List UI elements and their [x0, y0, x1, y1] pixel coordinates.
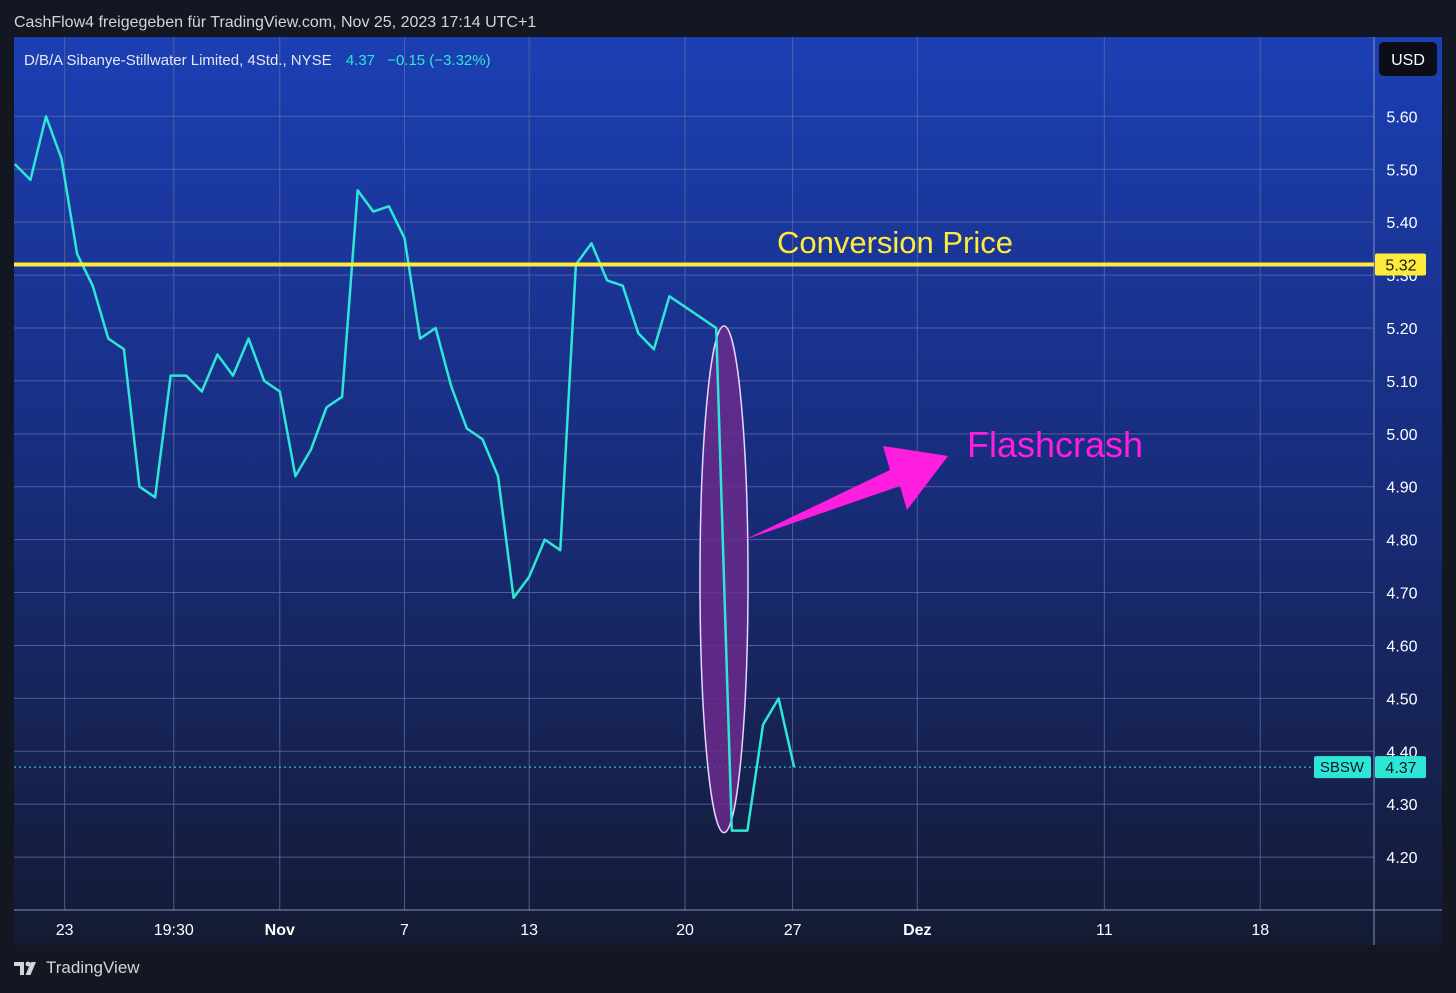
price-tick-label: 4.90 — [1386, 480, 1417, 497]
flashcrash-label: Flashcrash — [967, 424, 1143, 465]
currency-button[interactable]: USD — [1379, 42, 1437, 76]
time-tick-label: 18 — [1251, 922, 1269, 939]
time-tick-label: 20 — [676, 922, 694, 939]
price-tick-label: 5.20 — [1386, 321, 1417, 338]
price-tick-label: 4.30 — [1386, 797, 1417, 814]
price-tick-label: 5.40 — [1386, 215, 1417, 232]
time-tick-label: 7 — [400, 922, 409, 939]
conversion-price-label: Conversion Price — [777, 225, 1013, 260]
time-tick-label: Dez — [903, 922, 931, 939]
price-axis: 5.605.505.405.305.205.105.004.904.804.70… — [1386, 109, 1417, 867]
time-tick-label: 27 — [784, 922, 802, 939]
time-tick-label: Nov — [265, 922, 295, 939]
price-tick-label: 4.60 — [1386, 638, 1417, 655]
tradingview-brand: TradingView — [46, 958, 140, 977]
time-tick-label: 19:30 — [154, 922, 194, 939]
price-tick-label: 4.80 — [1386, 533, 1417, 550]
conversion-price-axis-value: 5.32 — [1385, 258, 1416, 275]
legend: D/B/A Sibanye-Stillwater Limited, 4Std.,… — [24, 52, 491, 69]
legend-change: −0.15 (−3.32%) — [387, 52, 490, 69]
last-price-axis-value: 4.37 — [1385, 760, 1416, 777]
time-axis: 23 19:30 Nov 7 13 20 27 Dez 11 18 — [56, 922, 1269, 939]
ticker-badge: SBSW — [1320, 759, 1365, 776]
time-tick-label: 23 — [56, 922, 74, 939]
legend-last-price: 4.37 — [346, 52, 375, 69]
legend-symbol: D/B/A Sibanye-Stillwater Limited, 4Std.,… — [24, 52, 332, 69]
tradingview-logo-icon — [14, 961, 36, 975]
grid-lines — [14, 37, 1374, 910]
last-price-axis-label: SBSW 4.37 — [1314, 756, 1426, 779]
price-tick-label: 5.10 — [1386, 374, 1417, 391]
flashcrash-arrow-icon — [744, 446, 948, 540]
price-tick-label: 4.50 — [1386, 691, 1417, 708]
tradingview-logo[interactable]: TradingView — [14, 958, 140, 978]
price-tick-label: 5.60 — [1386, 109, 1417, 126]
shared-by-header: CashFlow4 freigegeben für TradingView.co… — [14, 14, 537, 31]
price-tick-label: 5.50 — [1386, 162, 1417, 179]
time-tick-label: 11 — [1096, 922, 1113, 939]
currency-button-label[interactable]: USD — [1391, 52, 1425, 69]
price-tick-label: 4.20 — [1386, 850, 1417, 867]
price-tick-label: 4.70 — [1386, 586, 1417, 603]
conversion-price-axis-label: 5.32 — [1375, 253, 1426, 276]
time-tick-label: 13 — [520, 922, 538, 939]
price-series-line — [13, 115, 796, 832]
price-tick-label: 5.00 — [1386, 427, 1417, 444]
